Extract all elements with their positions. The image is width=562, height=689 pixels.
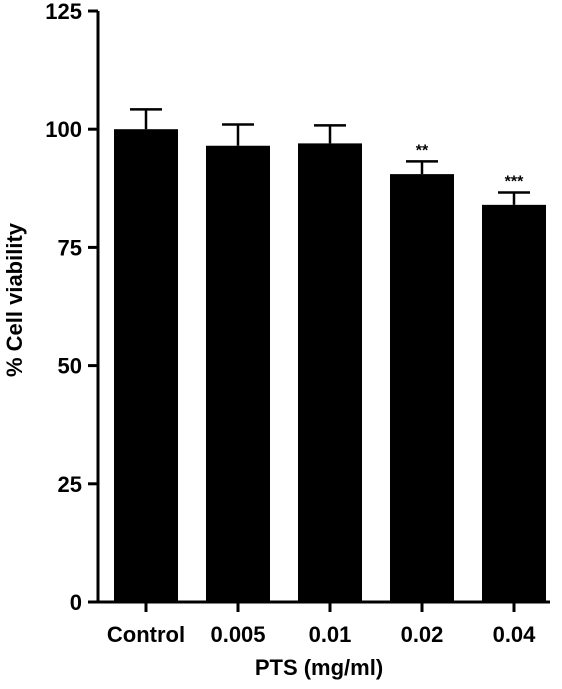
y-tick-label: 100 (45, 117, 82, 142)
y-tick-label: 75 (58, 235, 82, 260)
significance-marker: *** (505, 174, 524, 191)
bar (206, 145, 270, 603)
y-tick-label: 25 (58, 472, 82, 497)
y-tick-label: 125 (45, 0, 82, 24)
significance-marker: ** (416, 142, 429, 159)
y-axis-title: % Cell viability (2, 222, 27, 377)
error-bars-group (130, 108, 530, 205)
bar (482, 204, 546, 602)
x-axis: Control 0.005 0.01 0.02 0.04 (96, 600, 550, 647)
x-tick-label: 0.04 (493, 622, 537, 647)
y-axis: 0 25 50 75 100 125 (45, 0, 100, 615)
y-tick-label: 0 (70, 590, 82, 615)
y-tick-label: 50 (58, 354, 82, 379)
x-tick-label: 0.01 (309, 622, 352, 647)
bar (298, 143, 362, 602)
significance-annotations: ***** (416, 142, 524, 190)
bar (114, 129, 178, 602)
x-tick-label: 0.02 (401, 622, 444, 647)
x-tick-label: 0.005 (210, 622, 265, 647)
x-axis-title: PTS (mg/ml) (255, 655, 383, 680)
bar (390, 174, 454, 602)
x-tick-label: Control (107, 622, 185, 647)
bars-group (114, 129, 546, 603)
